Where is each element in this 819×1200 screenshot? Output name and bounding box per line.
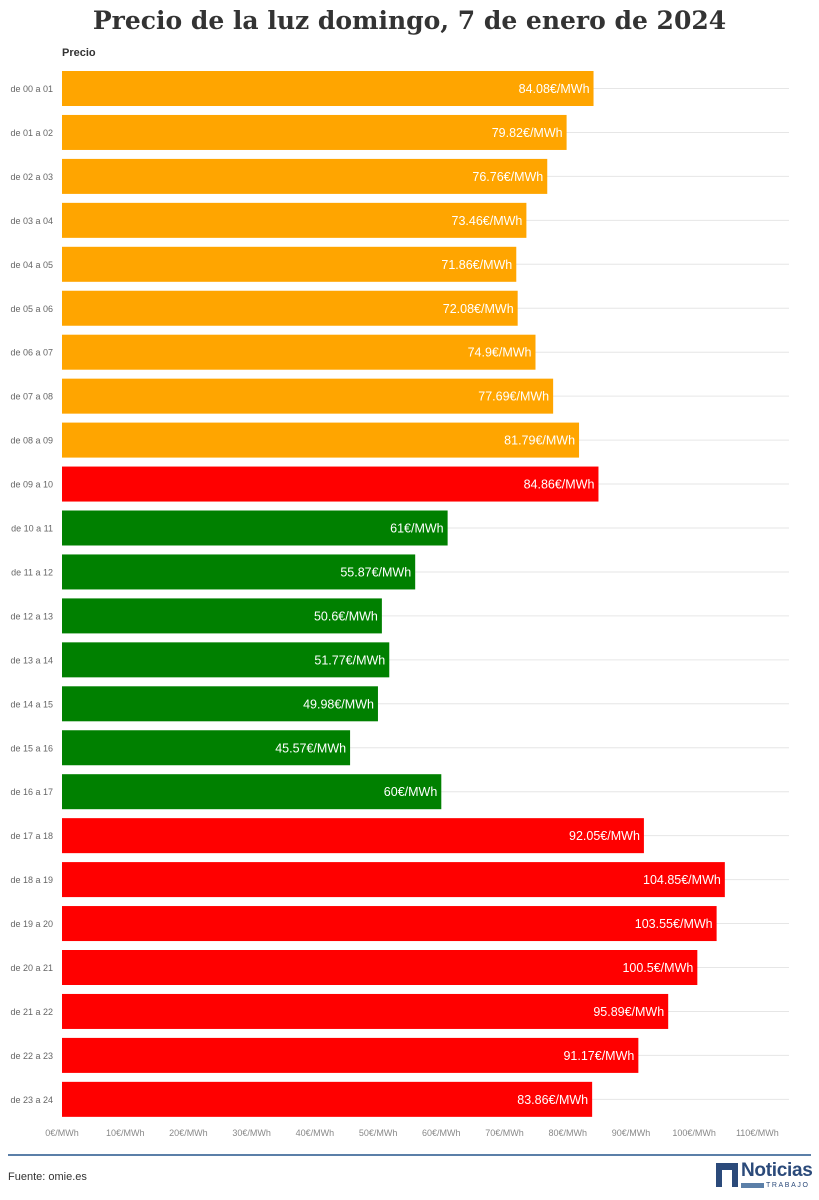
bar-de-22-a-23[interactable] <box>62 1037 639 1073</box>
value-labels: 84.08€/MWh 79.82€/MWh 76.76€/MWh 73.46€/MWh… <box>275 82 721 1107</box>
logo-word: Noticias <box>741 1160 813 1181</box>
value-label: 95.89€/MWh <box>593 1005 664 1019</box>
value-label: 49.98€/MWh <box>303 697 374 711</box>
x-tick-label: 90€/MWh <box>612 1128 651 1138</box>
x-tick-label: 110€/MWh <box>736 1128 779 1138</box>
bar-de-14-a-15[interactable] <box>62 686 378 722</box>
category-label: de 17 a 18 <box>10 831 53 841</box>
bar-de-10-a-11[interactable] <box>62 510 448 546</box>
category-label: de 01 a 02 <box>10 128 53 138</box>
value-label: 74.9€/MWh <box>468 346 532 360</box>
source-note: Fuente: omie.es <box>8 1171 87 1183</box>
logo-n-icon <box>716 1163 738 1187</box>
value-label: 104.85€/MWh <box>643 873 721 887</box>
x-tick-label: 80€/MWh <box>548 1128 587 1138</box>
category-label: de 23 a 24 <box>10 1095 53 1105</box>
logo-bar-icon <box>741 1183 764 1188</box>
category-label: de 16 a 17 <box>10 787 53 797</box>
category-label: de 08 a 09 <box>10 436 53 446</box>
bar-de-17-a-18[interactable] <box>62 818 644 854</box>
value-label: 61€/MWh <box>390 522 444 536</box>
bar-de-12-a-13[interactable] <box>62 598 382 634</box>
value-label: 72.08€/MWh <box>443 302 514 316</box>
bar-de-01-a-02[interactable] <box>62 114 567 150</box>
bar-de-08-a-09[interactable] <box>62 422 580 458</box>
category-label: de 09 a 10 <box>10 480 53 490</box>
value-label: 84.86€/MWh <box>524 478 595 492</box>
measure-label: Precio <box>62 47 96 59</box>
value-label: 55.87€/MWh <box>340 565 411 579</box>
value-label: 73.46€/MWh <box>452 214 523 228</box>
bar-de-16-a-17[interactable] <box>62 774 442 810</box>
value-label: 91.17€/MWh <box>563 1049 634 1063</box>
category-label: de 22 a 23 <box>10 1051 53 1061</box>
bar-de-04-a-05[interactable] <box>62 246 517 282</box>
bar-de-09-a-10[interactable] <box>62 466 599 502</box>
bar-de-05-a-06[interactable] <box>62 290 518 326</box>
bar-de-13-a-14[interactable] <box>62 642 390 678</box>
value-label: 77.69€/MWh <box>478 390 549 404</box>
value-label: 81.79€/MWh <box>504 434 575 448</box>
x-tick-label: 60€/MWh <box>422 1128 461 1138</box>
bar-de-23-a-24[interactable] <box>62 1081 593 1117</box>
grid-lines <box>62 88 789 1100</box>
bar-de-06-a-07[interactable] <box>62 334 536 370</box>
bar-de-21-a-22[interactable] <box>62 993 669 1029</box>
value-label: 45.57€/MWh <box>275 741 346 755</box>
bar-de-15-a-16[interactable] <box>62 730 351 766</box>
category-label: de 11 a 12 <box>11 567 53 577</box>
bar-de-07-a-08[interactable] <box>62 378 554 414</box>
category-label: de 06 a 07 <box>10 348 53 358</box>
publisher-logo[interactable]: Noticias TRABAJO <box>716 1160 814 1191</box>
value-label: 84.08€/MWh <box>519 82 590 96</box>
category-label: de 19 a 20 <box>10 919 53 929</box>
x-tick-label: 100€/MWh <box>672 1128 716 1138</box>
value-label: 83.86€/MWh <box>517 1093 588 1107</box>
value-label: 100.5€/MWh <box>622 961 693 975</box>
x-tick-label: 70€/MWh <box>485 1128 524 1138</box>
category-label: de 13 a 14 <box>10 655 53 665</box>
category-label: de 15 a 16 <box>10 743 53 753</box>
category-label: de 03 a 04 <box>10 216 53 226</box>
value-label: 76.76€/MWh <box>472 170 543 184</box>
x-tick-label: 30€/MWh <box>232 1128 271 1138</box>
chart-title: Precio de la luz domingo, 7 de enero de … <box>92 6 727 35</box>
category-label: de 21 a 22 <box>10 1007 53 1017</box>
x-axis-ticks: 0€/MWh 10€/MWh 20€/MWh 30€/MWh 40€/MWh 50€/MW… <box>45 1128 779 1138</box>
value-label: 79.82€/MWh <box>492 126 563 140</box>
bar-de-03-a-04[interactable] <box>62 202 527 238</box>
logo-subtitle: TRABAJO <box>766 1182 810 1189</box>
category-label: de 14 a 15 <box>10 699 53 709</box>
category-label: de 00 a 01 <box>10 84 53 94</box>
x-tick-label: 40€/MWh <box>296 1128 335 1138</box>
bar-de-19-a-20[interactable] <box>62 906 717 942</box>
bar-de-11-a-12[interactable] <box>62 554 416 590</box>
bar-de-20-a-21[interactable] <box>62 950 698 985</box>
value-label: 50.6€/MWh <box>314 609 378 623</box>
bar-de-18-a-19[interactable] <box>62 862 725 898</box>
category-labels: de 00 a 01 de 01 a 02 de 02 a 03 de 03 a 04… <box>10 84 53 1105</box>
bar-chart: de 00 a 01 de 01 a 02 de 02 a 03 de 03 a 04… <box>10 71 789 1138</box>
bar-de-02-a-03[interactable] <box>62 158 548 194</box>
value-label: 92.05€/MWh <box>569 829 640 843</box>
category-label: de 20 a 21 <box>10 963 53 973</box>
category-label: de 02 a 03 <box>10 172 53 182</box>
category-label: de 10 a 11 <box>11 524 53 534</box>
footer-divider <box>8 1154 811 1156</box>
value-label: 51.77€/MWh <box>314 653 385 667</box>
bars <box>62 71 725 1117</box>
value-label: 103.55€/MWh <box>635 917 713 931</box>
category-label: de 12 a 13 <box>10 611 53 621</box>
category-label: de 04 a 05 <box>10 260 53 270</box>
category-label: de 05 a 06 <box>10 304 53 314</box>
bar-de-00-a-01[interactable] <box>62 71 594 106</box>
value-label: 71.86€/MWh <box>441 258 512 272</box>
category-label: de 07 a 08 <box>10 392 53 402</box>
value-label: 60€/MWh <box>384 785 438 799</box>
x-tick-label: 10€/MWh <box>106 1128 145 1138</box>
x-tick-label: 20€/MWh <box>169 1128 208 1138</box>
x-tick-label: 0€/MWh <box>45 1128 79 1138</box>
x-tick-label: 50€/MWh <box>359 1128 398 1138</box>
category-label: de 18 a 19 <box>10 875 53 885</box>
